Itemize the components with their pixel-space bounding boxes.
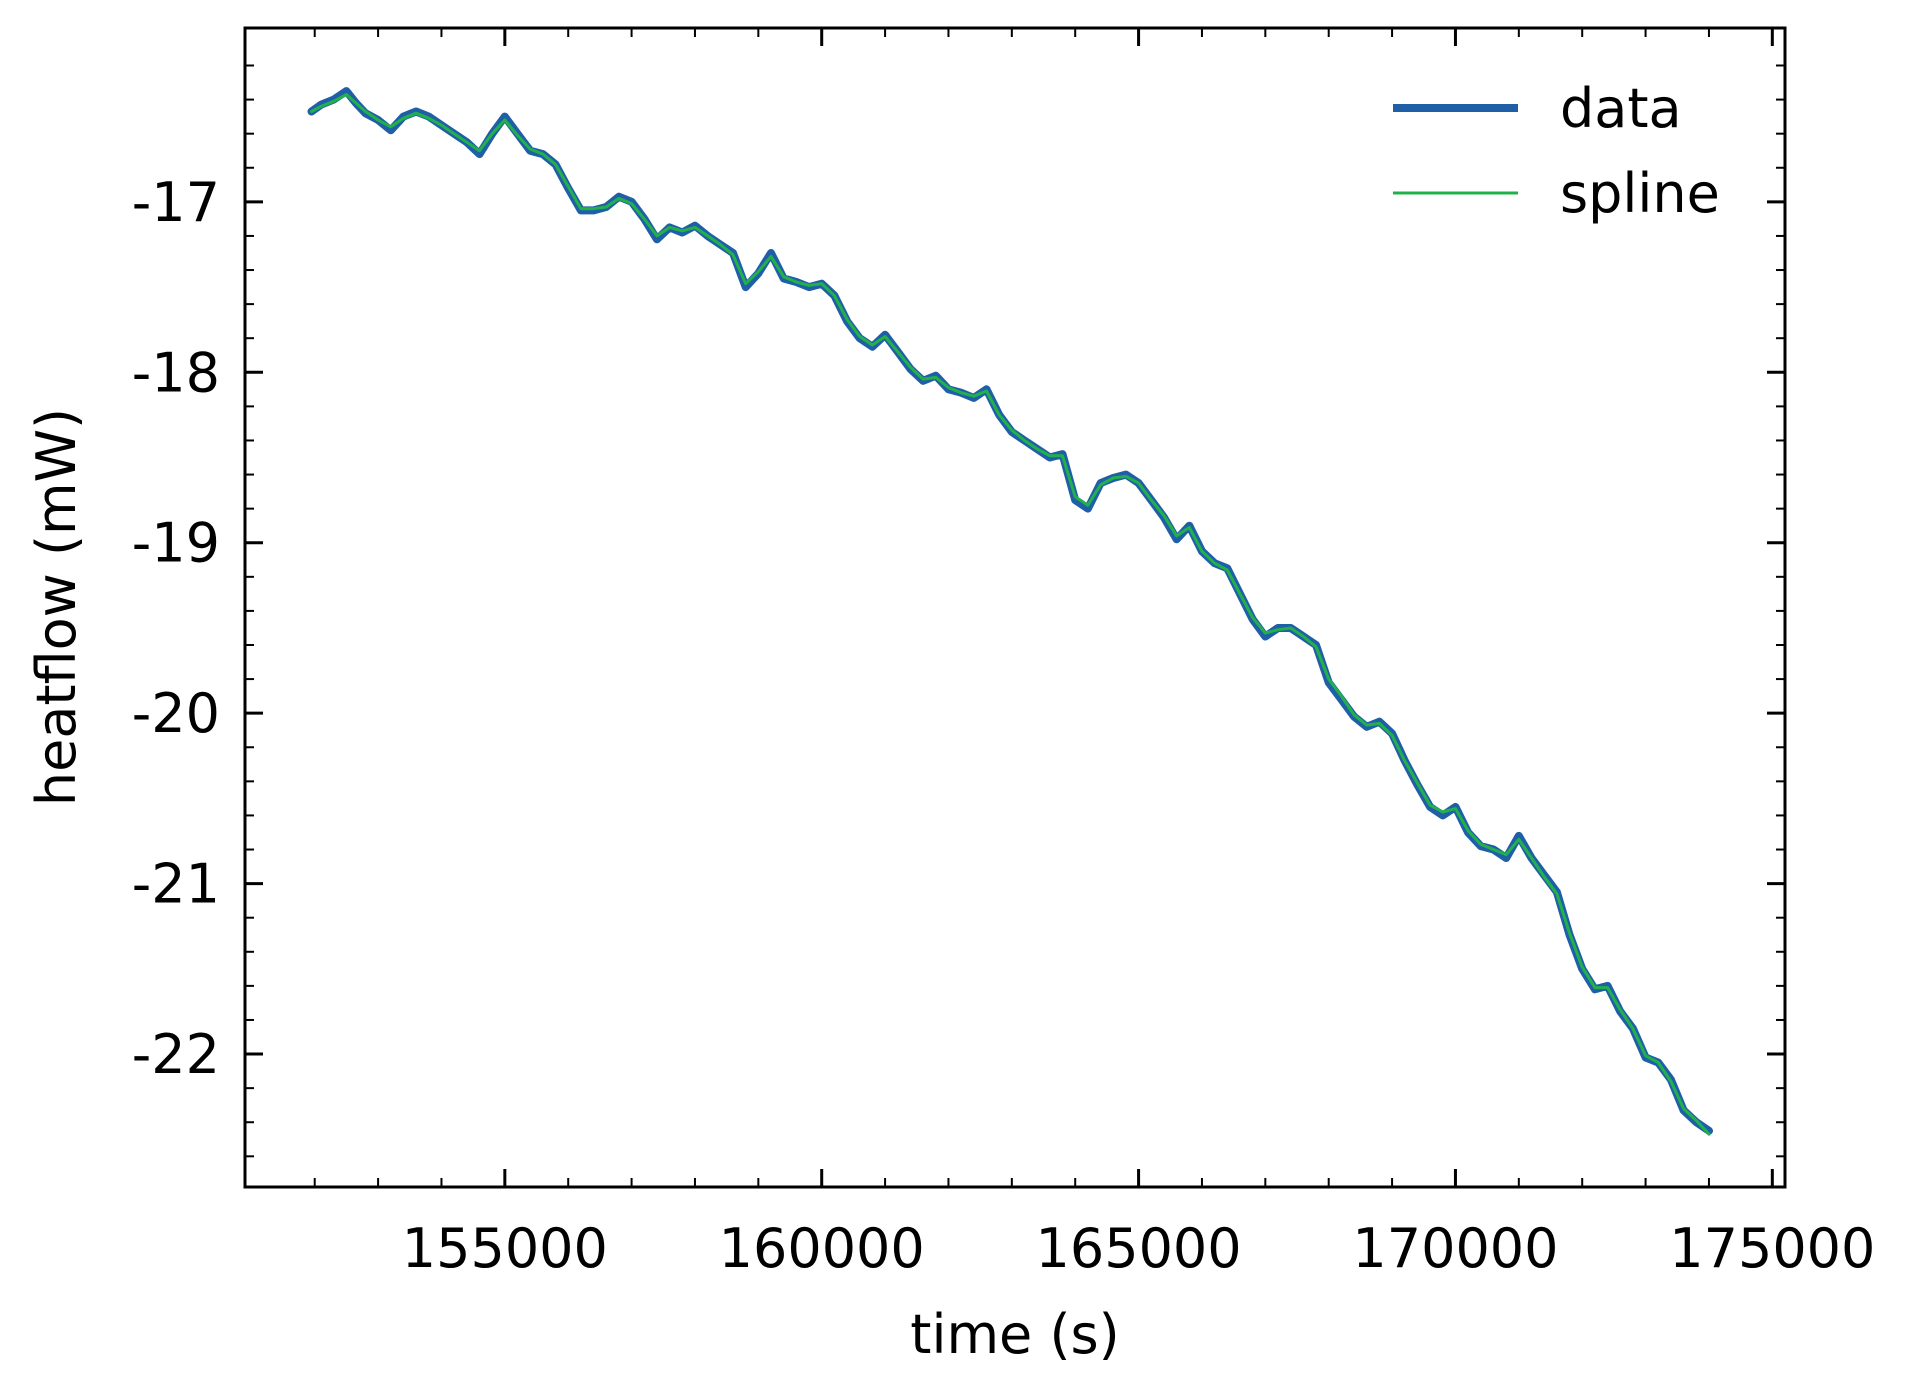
x-tick-label: 165000 — [1036, 1217, 1242, 1280]
ticks-layer: 155000 160000 165000 170000 175000 -17 -18 -19 -… — [132, 28, 1875, 1280]
x-tick-label: 155000 — [402, 1217, 608, 1280]
y-tick-label: -18 — [132, 341, 220, 404]
x-tick-label: 170000 — [1352, 1217, 1558, 1280]
series-line-spline — [310, 93, 1711, 1136]
y-tick-label: -21 — [132, 853, 220, 916]
y-tick-label: -22 — [132, 1023, 220, 1086]
series-layer — [307, 87, 1713, 1136]
legend-label-data: data — [1560, 77, 1682, 140]
y-tick-label: -19 — [132, 512, 220, 575]
y-tick-label: -20 — [132, 682, 220, 745]
y-tick-label: -17 — [132, 171, 220, 234]
legend: data spline — [1393, 77, 1720, 225]
x-tick-label: 160000 — [719, 1217, 925, 1280]
legend-label-spline: spline — [1560, 162, 1720, 225]
plot-frame — [243, 26, 1787, 1189]
y-axis-label: heatflow (mW) — [25, 408, 88, 806]
x-tick-label: 175000 — [1669, 1217, 1875, 1280]
x-axis-label: time (s) — [910, 1303, 1119, 1366]
